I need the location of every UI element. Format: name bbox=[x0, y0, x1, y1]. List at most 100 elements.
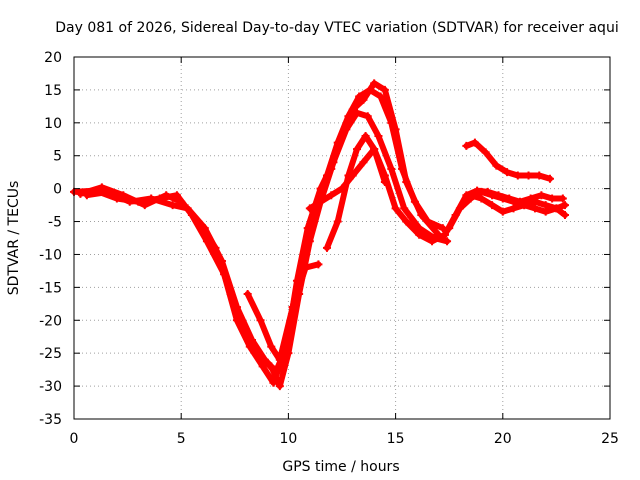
data-point bbox=[303, 224, 312, 233]
data-point bbox=[380, 171, 389, 180]
data-point bbox=[314, 260, 323, 269]
x-tick-label: 10 bbox=[279, 431, 297, 447]
data-point bbox=[524, 171, 533, 180]
data-point bbox=[355, 92, 364, 101]
data-point bbox=[428, 237, 437, 246]
data-point bbox=[402, 178, 411, 187]
data-point bbox=[258, 362, 267, 371]
data-point bbox=[243, 289, 252, 298]
x-tick-label: 25 bbox=[601, 431, 619, 447]
y-tick-label: 15 bbox=[44, 83, 62, 99]
data-point bbox=[327, 191, 336, 200]
data-point bbox=[466, 194, 475, 203]
data-point bbox=[400, 204, 409, 213]
data-point bbox=[513, 171, 522, 180]
data-point bbox=[359, 95, 368, 104]
data-point bbox=[545, 174, 554, 183]
y-tick-label: -35 bbox=[39, 412, 62, 428]
data-point bbox=[509, 197, 518, 206]
data-point bbox=[305, 204, 314, 213]
data-point bbox=[462, 141, 471, 150]
data-point bbox=[541, 201, 550, 210]
data-point bbox=[288, 303, 297, 312]
data-point bbox=[147, 194, 156, 203]
data-point bbox=[470, 138, 479, 147]
data-point bbox=[503, 168, 512, 177]
data-point bbox=[520, 201, 529, 210]
data-point bbox=[380, 85, 389, 94]
data-point bbox=[183, 204, 192, 213]
data-point bbox=[256, 316, 265, 325]
data-point bbox=[333, 217, 342, 226]
data-point bbox=[168, 201, 177, 210]
data-point bbox=[417, 210, 426, 219]
y-tick-label: -10 bbox=[39, 247, 62, 263]
data-point bbox=[415, 230, 424, 239]
data-point bbox=[162, 191, 171, 200]
data-point bbox=[361, 131, 370, 140]
data-point bbox=[492, 161, 501, 170]
y-tick-label: 5 bbox=[53, 149, 62, 165]
data-point bbox=[359, 158, 368, 167]
data-point bbox=[445, 224, 454, 233]
y-tick-label: -25 bbox=[39, 346, 62, 362]
data-point bbox=[558, 194, 567, 203]
data-point bbox=[370, 79, 379, 88]
data-point bbox=[530, 197, 539, 206]
series-arc-9 bbox=[462, 138, 554, 183]
series-trace bbox=[324, 133, 448, 251]
data-point bbox=[316, 184, 325, 193]
data-point bbox=[342, 125, 351, 134]
x-tick-label: 20 bbox=[494, 431, 512, 447]
data-point bbox=[104, 187, 113, 196]
data-point bbox=[363, 112, 372, 121]
data-point bbox=[316, 197, 325, 206]
data-point bbox=[275, 382, 284, 391]
plot-frame bbox=[73, 56, 611, 420]
data-point bbox=[477, 187, 486, 196]
data-point bbox=[498, 194, 507, 203]
data-point bbox=[391, 204, 400, 213]
series-arc-1 bbox=[70, 85, 447, 387]
y-axis-label: SDTVAR / TECUs bbox=[6, 181, 22, 296]
data-point bbox=[560, 210, 569, 219]
y-tick-label: 20 bbox=[44, 50, 62, 66]
data-point bbox=[301, 263, 310, 272]
series-arc-2 bbox=[76, 79, 443, 391]
data-point bbox=[125, 197, 134, 206]
data-point bbox=[387, 164, 396, 173]
chart-title: Day 081 of 2026, Sidereal Day-to-day VTE… bbox=[55, 20, 618, 36]
data-point bbox=[443, 237, 452, 246]
data-point bbox=[271, 368, 280, 377]
y-tick-label: -15 bbox=[39, 280, 62, 296]
data-point bbox=[402, 217, 411, 226]
x-tick-label: 0 bbox=[70, 431, 79, 447]
data-point bbox=[76, 189, 85, 198]
series-trace bbox=[467, 192, 568, 218]
data-point bbox=[353, 108, 362, 117]
y-tick-label: 10 bbox=[44, 116, 62, 132]
data-point bbox=[481, 148, 490, 157]
data-point bbox=[353, 145, 362, 154]
series-arc-10 bbox=[445, 187, 569, 233]
y-tick-label: -20 bbox=[39, 313, 62, 329]
data-point bbox=[391, 125, 400, 134]
data-point bbox=[232, 303, 241, 312]
data-point bbox=[322, 243, 331, 252]
x-axis-label: GPS time / hours bbox=[282, 459, 399, 475]
series-trace bbox=[71, 86, 446, 386]
data-point bbox=[260, 355, 269, 364]
y-tick-label: -30 bbox=[39, 379, 62, 395]
data-point bbox=[498, 207, 507, 216]
data-point bbox=[200, 224, 209, 233]
data-point bbox=[329, 158, 338, 167]
data-point bbox=[552, 204, 561, 213]
data-point bbox=[275, 355, 284, 364]
data-point bbox=[82, 191, 91, 200]
series-trace bbox=[77, 80, 442, 390]
data-point bbox=[455, 204, 464, 213]
x-tick-label: 15 bbox=[387, 431, 405, 447]
data-point bbox=[537, 191, 546, 200]
data-point bbox=[488, 191, 497, 200]
